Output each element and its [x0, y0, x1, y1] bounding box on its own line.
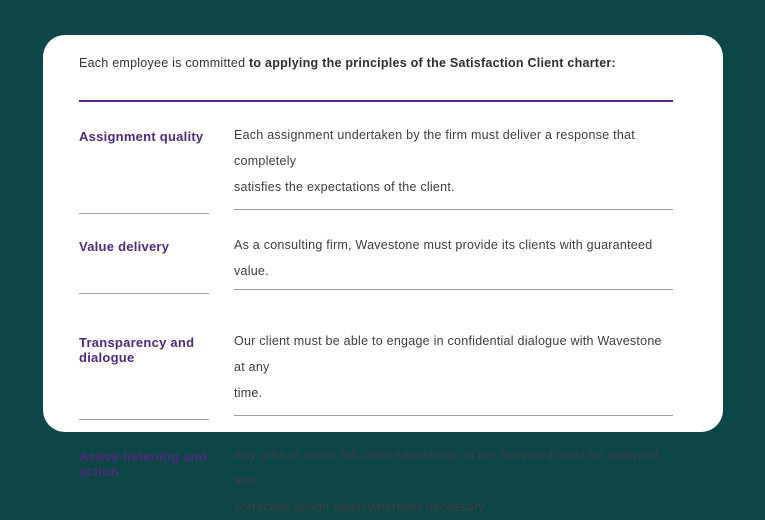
row-body: As a consulting firm, Wavestone must pro…: [234, 232, 673, 290]
intro-text-bold: to applying the principles of the Satisf…: [249, 56, 616, 70]
intro-text-regular: Each employee is committed: [79, 56, 250, 70]
charter-row-assignment-quality: Assignment quality Each assignment under…: [79, 102, 673, 214]
page-background: { "theme": { "background": "#0c4646", "c…: [43, 35, 723, 514]
row-title: Active listening and action: [79, 448, 207, 479]
row-body: Any area in which full client satisfacti…: [234, 447, 663, 514]
charter-row-transparency-dialogue: Transparency and dialogue Our client mus…: [79, 294, 673, 420]
row-title: Assignment quality: [79, 126, 209, 214]
charter-card: Each employee is committed to applying t…: [43, 35, 723, 514]
charter-row-value-delivery: Value delivery As a consulting firm, Wav…: [79, 214, 673, 294]
row-title: Transparency and dialogue: [79, 332, 209, 420]
row-body: Our client must be able to engage in con…: [234, 328, 673, 416]
row-title: Value delivery: [79, 236, 209, 294]
header-divider: [79, 99, 673, 102]
intro-text: Each employee is committed to applying t…: [79, 55, 673, 73]
row-body: Each assignment undertaken by the firm m…: [234, 122, 673, 210]
